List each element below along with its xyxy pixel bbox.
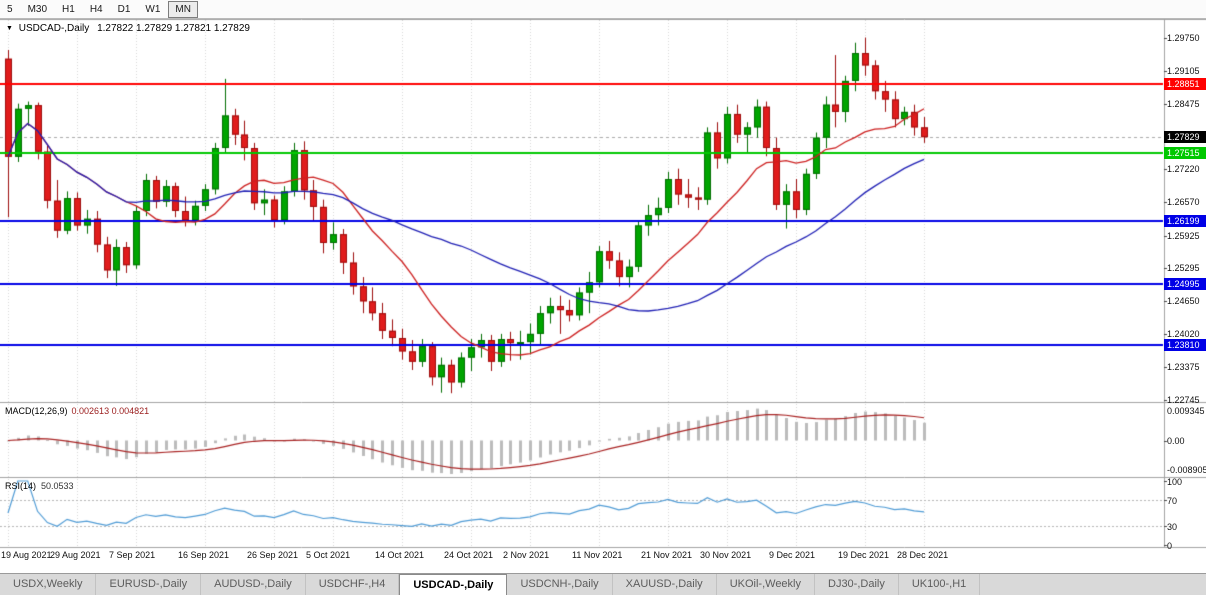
timeframe-button[interactable]: W1: [145, 3, 161, 15]
chart-tabs: USDX,Weekly EURUSD-,Daily AUDUSD-,Daily USD…: [0, 573, 1206, 595]
chart-tab[interactable]: EURUSD-,Daily: [96, 574, 202, 595]
chart-tab[interactable]: DJ30-,Daily: [815, 574, 899, 595]
price-chart-canvas[interactable]: [0, 19, 1206, 573]
timeframe-toolbar: 5 M30 H1 H4 D1 W1 MN: [0, 0, 1206, 19]
chart-tab[interactable]: UKOil-,Weekly: [717, 574, 815, 595]
timeframe-button[interactable]: MN: [168, 0, 198, 18]
chart-tab[interactable]: USDCNH-,Daily: [507, 574, 613, 595]
timeframe-button[interactable]: M30: [27, 3, 48, 15]
chart-tab[interactable]: USDX,Weekly: [0, 574, 97, 595]
timeframe-button[interactable]: H4: [89, 3, 103, 15]
timeframe-button[interactable]: H1: [62, 3, 75, 15]
chart-tab[interactable]: XAUUSD-,Daily: [613, 574, 717, 595]
chart-tab[interactable]: USDCAD-,Daily: [399, 574, 508, 595]
chart-tab[interactable]: USDCHF-,H4: [306, 574, 400, 595]
chart-tab[interactable]: AUDUSD-,Daily: [201, 574, 306, 595]
timeframe-button[interactable]: 5: [7, 3, 13, 15]
timeframe-button[interactable]: D1: [117, 3, 131, 15]
chart-tab[interactable]: UK100-,H1: [899, 574, 981, 595]
